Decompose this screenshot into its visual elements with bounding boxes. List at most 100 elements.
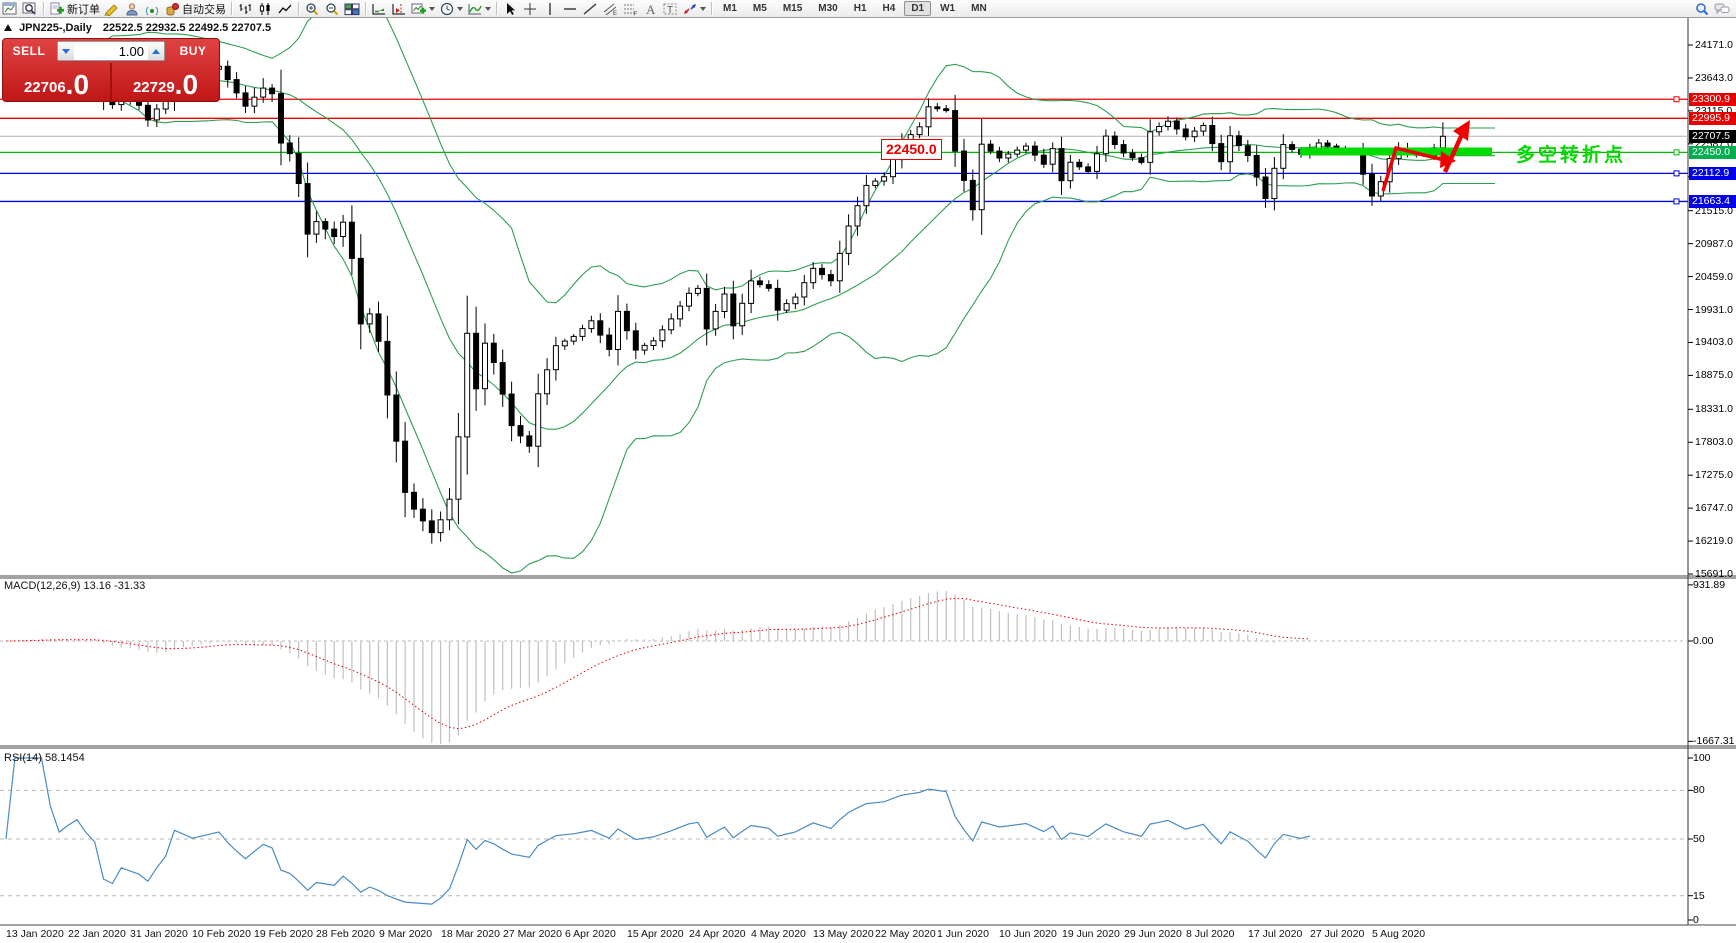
search-icon	[1694, 2, 1710, 16]
timeframe-button-m15[interactable]: M15	[782, 3, 803, 14]
price-scale-tick: 18331.0	[1695, 403, 1733, 416]
date-axis-label: 1 Jun 2020	[937, 928, 989, 940]
new-order-button[interactable]: 新订单	[47, 1, 102, 17]
toolbar-separator	[231, 2, 232, 15]
chevron-down-icon[interactable]	[457, 6, 463, 11]
arrows-icon	[682, 2, 698, 16]
zoom-in-button[interactable]	[302, 1, 322, 17]
date-axis-label: 22 May 2020	[875, 928, 936, 940]
price-tag-22450[interactable]: 22450.0	[881, 139, 942, 160]
vertical-line-icon	[542, 2, 558, 16]
auto-scroll-button[interactable]	[369, 1, 389, 17]
fibonacci-button[interactable]: F	[620, 1, 640, 17]
timeframe-button-h4[interactable]: H4	[882, 3, 896, 14]
bar-chart-button[interactable]	[235, 1, 255, 17]
price-scale-tick: 17275.0	[1695, 469, 1733, 482]
volume-increase-button[interactable]	[148, 42, 164, 60]
date-axis-label: 27 Mar 2020	[503, 928, 562, 940]
text-icon: A	[642, 2, 658, 16]
chat-button[interactable]	[1712, 1, 1732, 17]
text-label-icon: T	[662, 2, 678, 16]
buy-price[interactable]: 22729 .0	[112, 63, 219, 101]
line-chart-button[interactable]	[275, 1, 295, 17]
timeframe-button-m1[interactable]: M1	[723, 3, 737, 14]
rsi-scale-tick: 50	[1693, 833, 1705, 845]
zoom-out-icon	[324, 2, 340, 16]
volume-input[interactable]	[74, 42, 148, 60]
buy-price-frac: .0	[174, 69, 199, 100]
zoom-out-button[interactable]	[322, 1, 342, 17]
price-scale-tick: 19931.0	[1695, 303, 1733, 316]
svg-text:A: A	[646, 2, 656, 16]
turning-point-annotation[interactable]: 多空转折点	[1516, 145, 1627, 166]
price-scale-tick: 17803.0	[1695, 436, 1733, 449]
rsi-scale-tick: 0	[1693, 914, 1699, 926]
vertical-line-button[interactable]	[540, 1, 560, 17]
date-axis-label: 24 Apr 2020	[689, 928, 746, 940]
text-button[interactable]: A	[640, 1, 660, 17]
toolbar-separator	[711, 2, 712, 15]
toolbar-group: 新订单 自动交易	[47, 0, 228, 17]
trend-arrow-object	[1381, 145, 1445, 192]
tile-windows-icon	[344, 2, 360, 16]
horizontal-line-button[interactable]	[560, 1, 580, 17]
candlestick-chart-button[interactable]	[255, 1, 275, 17]
channel-button[interactable]: E	[600, 1, 620, 17]
buy-button[interactable]: BUY	[179, 44, 207, 58]
date-axis-label: 27 Jul 2020	[1310, 928, 1365, 940]
signals-icon	[144, 2, 160, 16]
date-axis-label: 19 Jun 2020	[1062, 928, 1120, 940]
chevron-down-icon[interactable]	[485, 6, 491, 11]
chevron-down-icon[interactable]	[700, 6, 706, 11]
channel-icon: E	[602, 2, 618, 16]
date-axis-label: 15 Apr 2020	[627, 928, 684, 940]
signals-button[interactable]	[142, 1, 162, 17]
timeframe-button-mn[interactable]: MN	[971, 3, 987, 14]
macd-scale-tick: 931.89	[1693, 578, 1726, 591]
timeframe-button-w1[interactable]: W1	[940, 3, 956, 14]
toolbar-group	[369, 0, 493, 17]
symbol-collapse-icon[interactable]	[4, 24, 12, 31]
timeframe-button-m5[interactable]: M5	[752, 3, 767, 14]
expert-advisor-button[interactable]	[122, 1, 142, 17]
toolbar: 新订单 自动交易 E F A T M1 M5 M15 M30 H1 H4 D1 W1 MN	[0, 0, 1736, 18]
zoom-window-icon	[22, 2, 38, 16]
crayon-button[interactable]	[102, 1, 122, 17]
trendline-button[interactable]	[580, 1, 600, 17]
price-level-label: 23300.9	[1689, 92, 1736, 106]
chart-window-button[interactable]	[0, 1, 20, 17]
cursor-button[interactable]	[500, 1, 520, 17]
date-axis-label: 29 Jun 2020	[1124, 928, 1182, 940]
date-axis-label: 19 Feb 2020	[254, 928, 313, 940]
crosshair-icon	[522, 2, 538, 16]
autotrading-button[interactable]: 自动交易	[162, 1, 228, 17]
timeframe-button-h1[interactable]: H1	[853, 3, 867, 14]
period-clock-button[interactable]	[437, 1, 465, 17]
volume-decrease-button[interactable]	[58, 42, 74, 60]
arrows-button[interactable]	[680, 1, 708, 17]
price-level-label: 22112.9	[1689, 166, 1736, 180]
sell-price[interactable]: 22706 .0	[3, 63, 110, 101]
bear-candles	[3, 52, 1429, 534]
price-scale-tick: 23643.0	[1695, 71, 1733, 84]
search-button[interactable]	[1692, 1, 1712, 17]
zoom-in-icon	[304, 2, 320, 16]
text-label-button[interactable]: T	[660, 1, 680, 17]
tile-windows-button[interactable]	[342, 1, 362, 17]
timeframe-button-m30[interactable]: M30	[818, 3, 838, 14]
date-axis-label: 18 Mar 2020	[441, 928, 500, 940]
indicators-button[interactable]	[465, 1, 493, 17]
sell-button[interactable]: SELL	[12, 44, 46, 58]
bull-candles	[11, 52, 1446, 534]
zoom-window-button[interactable]	[20, 1, 40, 17]
new-chart-button[interactable]	[409, 1, 437, 17]
toolbar-separator	[298, 2, 299, 15]
chart-shift-icon	[391, 2, 407, 16]
toolbar-group	[235, 0, 295, 17]
crosshair-button[interactable]	[520, 1, 540, 17]
chart-shift-button[interactable]	[389, 1, 409, 17]
timeframe-button-d1[interactable]: D1	[904, 1, 932, 16]
date-axis-label: 13 Jan 2020	[6, 928, 64, 940]
chevron-down-icon[interactable]	[429, 6, 435, 11]
